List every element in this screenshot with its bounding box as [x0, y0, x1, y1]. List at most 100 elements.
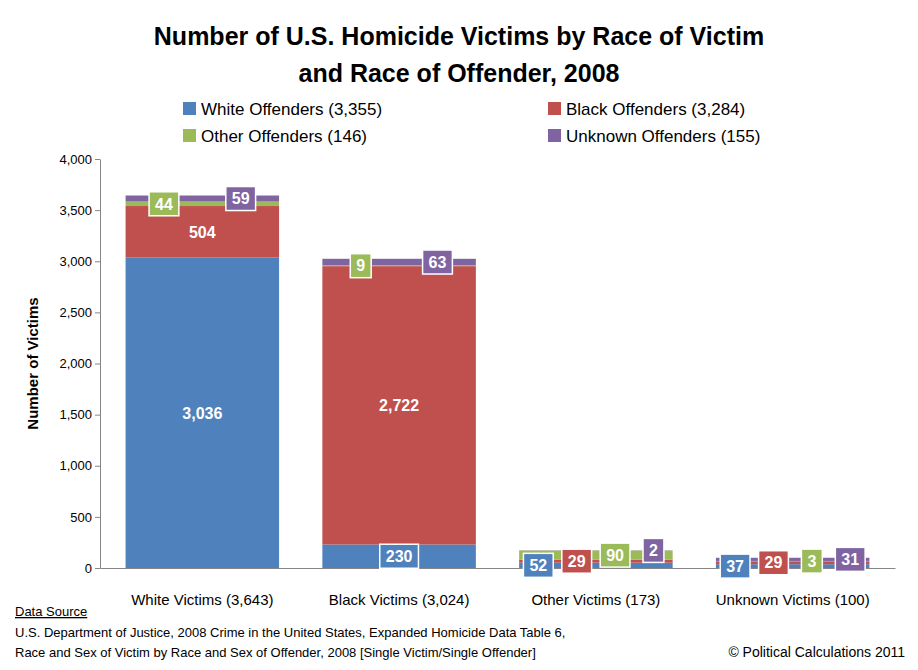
y-tick-mark: [95, 312, 100, 313]
y-tick-label: 500: [70, 510, 92, 525]
legend: White Offenders (3,355) Black Offenders (…: [183, 100, 760, 146]
data-label-text: 52: [529, 557, 547, 574]
data-label-text: 90: [606, 547, 624, 564]
data-label: 44: [149, 192, 179, 216]
legend-label: Unknown Offenders (155): [566, 127, 760, 146]
chart-title: Number of U.S. Homicide Victims by Race …: [154, 22, 764, 50]
data-label: 63: [423, 250, 453, 274]
legend-item: Black Offenders (3,284): [548, 100, 745, 119]
data-label-text: 29: [765, 554, 783, 571]
y-tick: 3,000: [59, 254, 100, 269]
y-tick: 1,000: [59, 458, 100, 473]
data-label-text: 3: [807, 553, 816, 570]
data-label: 37: [720, 554, 750, 578]
x-tick-label: Other Victims (173): [531, 591, 660, 608]
y-axis-title: Number of Victims: [24, 297, 41, 429]
data-label-text: 63: [429, 254, 447, 271]
data-label: 29: [562, 549, 592, 573]
data-label-text: 37: [726, 558, 744, 575]
y-axis: 05001,0001,5002,0002,5003,0003,5004,000: [59, 152, 100, 576]
data-label: 3,036: [182, 405, 222, 422]
background: [0, 0, 918, 670]
y-tick-label: 0: [85, 561, 92, 576]
data-label-box: [562, 549, 592, 573]
chart-container: Number of U.S. Homicide Victims by Race …: [0, 0, 918, 670]
y-tick-label: 2,000: [59, 356, 92, 371]
y-tick-label: 2,500: [59, 305, 92, 320]
y-tick: 2,500: [59, 305, 100, 320]
legend-swatch: [548, 129, 561, 142]
data-label-box: [423, 250, 453, 274]
y-tick-label: 1,000: [59, 458, 92, 473]
legend-item: Unknown Offenders (155): [548, 127, 760, 146]
y-tick: 0: [85, 561, 100, 576]
x-tick-label: White Victims (3,643): [131, 591, 273, 608]
data-label: 31: [835, 547, 865, 571]
data-label: 2: [643, 538, 664, 562]
data-label-box: [835, 547, 865, 571]
x-tick: Black Victims (3,024): [329, 591, 470, 608]
legend-swatch: [183, 102, 196, 115]
data-label: 3: [801, 549, 822, 573]
chart-svg: Number of U.S. Homicide Victims by Race …: [0, 0, 918, 670]
y-tick-mark: [95, 517, 100, 518]
data-label: 29: [759, 551, 789, 575]
data-label-box: [720, 554, 750, 578]
data-label-text: 2,722: [379, 397, 419, 414]
data-label: 230: [380, 544, 419, 568]
data-label-box: [801, 549, 822, 573]
y-tick: 500: [70, 510, 100, 525]
data-label-text: 2: [649, 542, 658, 559]
bar-segment: [126, 258, 279, 568]
data-label-text: 31: [841, 551, 859, 568]
data-label: 504: [189, 224, 216, 241]
data-labels: 3,036 504 44 59 230 2,722 9 63 52 29 90 2 37 29 3 31: [149, 187, 865, 579]
y-tick-mark: [95, 261, 100, 262]
data-label-text: 230: [386, 548, 413, 565]
y-tick-mark: [95, 466, 100, 467]
data-label-box: [600, 543, 630, 567]
data-label-box: [643, 538, 664, 562]
x-tick-label: Black Victims (3,024): [329, 591, 470, 608]
data-label-box: [149, 192, 179, 216]
data-label: 9: [350, 254, 371, 278]
data-label-text: 59: [232, 190, 250, 207]
legend-label: Black Offenders (3,284): [566, 100, 745, 119]
y-tick-mark: [95, 210, 100, 211]
y-tick: 2,000: [59, 356, 100, 371]
data-label-text: 3,036: [182, 405, 222, 422]
credit: © Political Calculations 2011: [728, 644, 905, 660]
legend-item: Other Offenders (146): [183, 127, 367, 146]
data-label: 59: [226, 187, 256, 211]
x-tick-label: Unknown Victims (100): [716, 591, 870, 608]
y-tick-mark: [95, 415, 100, 416]
x-tick: Unknown Victims (100): [716, 591, 870, 608]
bar-segment: [322, 544, 475, 568]
x-tick: White Victims (3,643): [131, 591, 273, 608]
data-label: 90: [600, 543, 630, 567]
y-tick: 3,500: [59, 203, 100, 218]
legend-label: White Offenders (3,355): [201, 100, 382, 119]
source-line: Race and Sex of Victim by Race and Sex o…: [15, 645, 536, 660]
y-axis-line: [100, 160, 101, 569]
legend-swatch: [183, 129, 196, 142]
y-tick-label: 3,000: [59, 254, 92, 269]
plot-area: [126, 196, 870, 568]
data-label-box: [759, 551, 789, 575]
data-label: 2,722: [379, 397, 419, 414]
source-line: U.S. Department of Justice, 2008 Crime i…: [15, 625, 565, 640]
data-label-box: [380, 544, 419, 568]
x-tick: Other Victims (173): [531, 591, 660, 608]
legend-swatch: [548, 102, 561, 115]
y-tick-mark: [95, 364, 100, 365]
data-label-text: 504: [189, 224, 216, 241]
y-tick: 1,500: [59, 407, 100, 422]
bar-segment: [322, 266, 475, 544]
legend-label: Other Offenders (146): [201, 127, 367, 146]
data-label-text: 9: [356, 257, 365, 274]
chart-title: and Race of Offender, 2008: [299, 59, 620, 87]
y-tick-label: 1,500: [59, 407, 92, 422]
y-tick-mark: [95, 568, 100, 569]
legend-item: White Offenders (3,355): [183, 100, 382, 119]
data-label: 52: [523, 553, 553, 577]
